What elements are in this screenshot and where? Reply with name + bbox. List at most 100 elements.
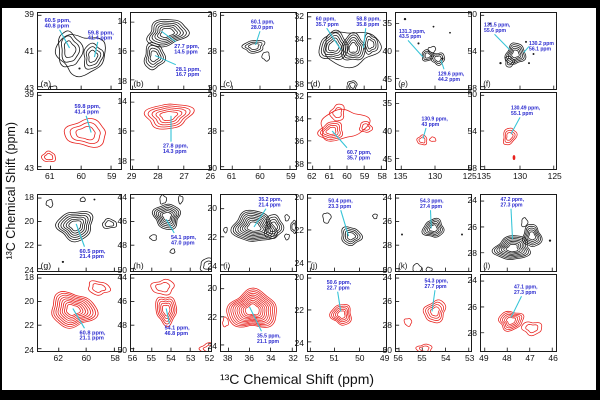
contour-ring-h-red-1-1	[155, 282, 171, 293]
contour-ring-l-black-0-3	[498, 239, 525, 257]
peak-label-b-red-0: 27.8 ppm, 14.3 ppm	[163, 144, 189, 155]
contour-ring-h-black-0-2	[155, 206, 178, 227]
y-tick-label-i: 22	[207, 231, 217, 242]
panel-i-red-spectrum: 35.5 ppm, 21.1 ppm	[220, 274, 297, 352]
y-tick-label-g: 18	[24, 272, 34, 283]
contour-ring-g-red-0-2	[55, 294, 94, 326]
panel-b-black-spectrum: 27.7 ppm, 14.5 ppm 28.1 ppm, 16.7 ppm (b)	[130, 12, 212, 90]
contour-dot-e-black-2	[449, 31, 451, 34]
peak-label-a-black-1: 59.8 ppm, 41.4 ppm	[88, 30, 115, 41]
contour-ring-d-black-2-2	[366, 38, 375, 50]
panel-e-red-canvas: 130.9 ppm, 43 ppm	[396, 103, 470, 169]
contour-ring-d-red-2-1	[361, 123, 371, 131]
peak-label-k-black-0: 54.3 ppm, 27.4 ppm	[420, 199, 444, 211]
panel-f-red-spectrum: 130.49 ppm, 55.1 ppm	[480, 92, 557, 170]
panel-letter-i: (i)	[223, 262, 230, 271]
contour-ring-i-black-5-0	[290, 219, 296, 234]
y-tick-label-e: 40	[382, 46, 392, 56]
x-tick-label-c: 59	[286, 171, 296, 181]
contour-ring-i-red-0-4	[234, 294, 270, 323]
contour-ring-a-black-2-0	[54, 34, 106, 78]
contour-dot-k-black-0	[401, 233, 403, 236]
peak-label-b-black-1: 28.1 ppm, 16.7 ppm	[176, 67, 202, 78]
y-tick-label-c: 26	[207, 9, 217, 20]
peak-pointer-line-f-black-0	[494, 33, 510, 50]
tick-marks	[131, 21, 210, 89]
contour-ring-j-red-0-3	[334, 308, 348, 321]
contour-ring-c-black-0-2	[247, 43, 260, 51]
panel-letter-a: (a)	[40, 79, 51, 89]
peak-pointer-line-k-black-0	[429, 210, 432, 229]
contour-ring-a-red-0-0	[63, 118, 106, 148]
contour-ring-i-red-0-7	[240, 299, 264, 319]
tick-marks	[308, 96, 382, 169]
panel-h-red-spectrum: 54.1 ppm, 46.8 ppm	[130, 274, 212, 352]
contour-ring-a-red-1-1	[43, 152, 54, 161]
contour-dot-f-black-2	[499, 62, 502, 65]
x-tick-label-b: 29	[126, 171, 137, 181]
contour-ring-c-black-1-0	[261, 51, 271, 62]
y-tick-label-j: 22	[294, 304, 304, 315]
y-tick-label-g: 22	[24, 320, 34, 331]
x-tick-label-l: 47	[525, 353, 535, 363]
panel-h-red-canvas: 54.1 ppm, 46.8 ppm	[131, 277, 211, 351]
peak-label-d-black-1: 58.8 ppm, 35.8 ppm	[356, 17, 381, 28]
contour-ring-i-black-0-1	[232, 211, 276, 241]
y-tick-label-j: 20	[294, 272, 304, 283]
contour-ring-h-red-1-0	[150, 278, 175, 296]
panel-c-black-spectrum: 60.1 ppm, 28.0 ppm (c)	[220, 12, 297, 90]
tick-marks	[396, 23, 470, 89]
peak-label-i-black-0: 35.2 ppm, 21.4 ppm	[259, 197, 283, 209]
y-tick-label-a: 39	[24, 9, 34, 20]
contour-ring-l-red-1-1	[525, 324, 539, 334]
panel-l-black-spectrum: 47.2 ppm, 27.3 ppm (l)	[480, 194, 557, 272]
tick-marks	[481, 280, 553, 351]
y-tick-label-i: 20	[207, 283, 217, 294]
x-tick-label-d: 62	[307, 171, 317, 181]
peak-label-f-black-1: 130.2 ppm 56.1 ppm	[529, 41, 554, 53]
x-tick-label-h: 54	[166, 353, 176, 363]
tick-marks	[308, 16, 382, 89]
y-tick-label-j: 24	[294, 337, 304, 348]
y-tick-label-i: 24	[207, 260, 217, 271]
contour-ring-d-red-0-3	[325, 126, 337, 135]
panel-letter-c: (c)	[223, 80, 233, 89]
contour-ring-g-red-0-6	[63, 302, 84, 318]
x-tick-label-f: 130	[512, 171, 528, 181]
contour-ring-i-red-0-6	[238, 298, 266, 320]
y-tick-label-d: 36	[294, 136, 304, 147]
contour-ring-d-red-0-0	[317, 121, 343, 140]
contour-ring-k-black-0-2	[425, 221, 442, 235]
x-tick-label-d: 59	[359, 171, 370, 181]
panel-g-black-canvas: 60.5 ppm, 21.4 ppm (g)	[38, 196, 118, 271]
tick-marks	[396, 103, 470, 169]
contour-dot-e-black-4	[441, 57, 444, 60]
panel-l-red-canvas: 47.1 ppm, 27.3 ppm	[481, 280, 553, 351]
tick-marks	[481, 94, 555, 169]
peak-pointer-line-d-black-1	[362, 28, 367, 49]
panel-c-red-canvas	[221, 94, 291, 169]
peak-pointer-line-g-black-0	[75, 223, 86, 247]
contour-ring-f-red-0-0	[503, 127, 518, 146]
peak-pointer-line-a-black-1	[93, 41, 99, 58]
tick-marks	[396, 277, 470, 351]
contour-ring-j-black-0-3	[346, 231, 356, 241]
contour-ring-i-red-0-5	[236, 296, 268, 321]
contour-ring-g-black-0-0	[55, 211, 94, 243]
panel-a-black-canvas: 60.5 ppm, 40.8 ppm 59.8 ppm, 41.4 ppm (a)	[38, 14, 115, 89]
peak-label-l-black-0: 47.2 ppm, 27.3 ppm	[501, 197, 525, 209]
contour-ring-e-red-0-0	[416, 134, 428, 146]
contour-ring-b-black-0-4	[157, 26, 178, 40]
tick-marks	[131, 277, 210, 351]
contour-ring-h-black-0-1	[153, 205, 180, 229]
peak-label-c-black-0: 60.1 ppm, 28.0 ppm	[251, 20, 275, 32]
panel-e-black-canvas: 131.3 ppm, 43.5 ppm 129.6 ppm, 44.2 ppm (e)	[396, 17, 470, 89]
contour-dot-f-black-4	[532, 53, 535, 56]
contour-ring-g-black-0-5	[68, 220, 82, 232]
contour-ring-k-red-0-2	[427, 304, 442, 319]
peak-label-f-black-0: 131.5 ppm, 55.6 ppm	[484, 23, 511, 35]
panel-e-red-spectrum: 130.9 ppm, 43 ppm	[395, 92, 472, 170]
contour-ring-b-red-0-2	[151, 107, 187, 126]
contour-ring-k-red-1-0	[403, 318, 413, 327]
contour-ring-g-black-3-0	[101, 218, 118, 229]
